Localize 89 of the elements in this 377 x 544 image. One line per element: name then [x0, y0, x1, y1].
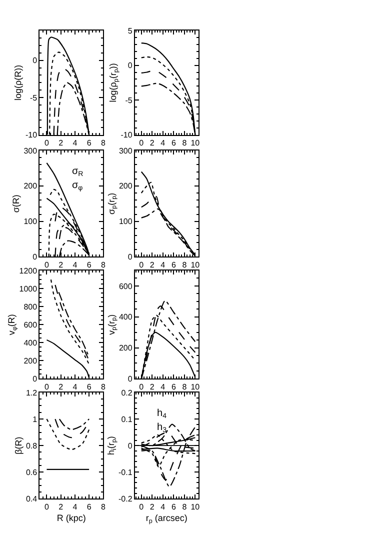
x-tick-label: 4: [160, 138, 166, 148]
x-tick-label: 6: [86, 138, 92, 148]
x-tick-label: 0: [139, 138, 144, 148]
y-tick-label: -0.2: [118, 494, 133, 504]
y-tick-label: 1200: [19, 266, 38, 276]
y-tick-label: -10: [26, 130, 38, 140]
x-tick-label: 6: [171, 260, 176, 270]
x-tick-label: 0: [44, 502, 50, 512]
x-tick-label: 4: [72, 502, 78, 512]
x-tick-label: 10: [190, 260, 200, 270]
y-tick-label: 0: [128, 441, 133, 450]
y-tick-label: 0.8: [26, 441, 38, 450]
x-tick-label: 4: [72, 260, 78, 270]
y-tick-label: 0.2: [121, 388, 133, 398]
x-tick-label: 8: [182, 260, 188, 270]
x-tick-label: 10: [190, 502, 200, 512]
y-tick-label: 100: [24, 217, 38, 226]
x-tick-label: 6: [171, 382, 176, 392]
annotation: σ$_{R}$: [72, 166, 84, 178]
y-tick-label: 1000: [19, 284, 38, 294]
y-tick-label: 300: [24, 146, 38, 156]
x-tick-label: 2: [58, 260, 64, 270]
x-tick-label: 8: [100, 260, 106, 270]
y-tick-label: 200: [118, 182, 133, 191]
x-tick-label: 8: [100, 138, 106, 148]
y-tick-label: 600: [118, 282, 133, 291]
x-tick-label: 8: [182, 382, 188, 392]
x-axis-title: r$_{p}$ (arcsec): [146, 513, 188, 525]
x-tick-label: 4: [160, 382, 166, 392]
x-axis-title: R (kpc): [56, 513, 86, 524]
x-tick-label: 2: [150, 138, 155, 148]
y-tick-label: -10: [120, 130, 133, 140]
x-tick-label: 2: [150, 502, 155, 512]
y-tick-label: 0: [32, 374, 38, 384]
x-tick-label: 8: [182, 502, 188, 512]
annotation: σ$_{φ}$: [72, 180, 84, 192]
y-tick-label: 1: [32, 414, 38, 424]
x-tick-label: 10: [190, 382, 200, 392]
y-tick-label: 0: [128, 252, 133, 262]
y-tick-label: 0.4: [26, 494, 38, 504]
y-axis-title: β(R): [13, 436, 24, 454]
x-tick-label: 6: [171, 502, 176, 512]
annotation: h$_{3}$: [157, 422, 167, 434]
x-tick-label: 0: [44, 138, 50, 148]
x-tick-label: 0: [139, 502, 144, 512]
y-tick-label: 200: [118, 344, 133, 353]
x-tick-label: 10: [190, 138, 200, 148]
y-tick-label: 600: [24, 320, 38, 330]
y-tick-label: 0: [32, 252, 38, 262]
y-tick-label: 5: [128, 26, 133, 36]
y-tick-label: 0: [32, 56, 38, 66]
y-tick-label: 300: [118, 146, 133, 156]
x-tick-label: 0: [44, 382, 50, 392]
x-tick-label: 0: [139, 260, 144, 270]
y-tick-label: 0: [128, 61, 133, 70]
y-axis-title: σ(R): [11, 194, 22, 213]
x-tick-label: 2: [58, 502, 64, 512]
y-tick-label: 100: [118, 217, 133, 226]
y-tick-label: 400: [24, 338, 38, 348]
x-tick-label: 4: [72, 382, 78, 392]
y-tick-label: 200: [24, 182, 38, 191]
y-tick-label: 200: [24, 356, 38, 366]
y-tick-label: 1.2: [26, 388, 38, 398]
x-tick-label: 4: [160, 260, 166, 270]
x-tick-label: 2: [58, 138, 64, 148]
annotation: h$_{4}$: [157, 408, 167, 420]
x-tick-label: 6: [86, 502, 92, 512]
x-tick-label: 8: [182, 138, 188, 148]
y-tick-label: 0: [128, 374, 133, 384]
x-tick-label: 4: [72, 138, 78, 148]
y-tick-label: 400: [118, 312, 133, 322]
x-tick-label: 4: [160, 502, 166, 512]
x-tick-label: 8: [100, 382, 106, 392]
x-tick-label: 0: [139, 382, 144, 392]
x-tick-label: 2: [58, 382, 64, 392]
y-tick-label: -5: [125, 96, 133, 105]
y-tick-label: 0.6: [26, 468, 38, 477]
x-tick-label: 0: [44, 260, 50, 270]
x-tick-label: 6: [86, 260, 92, 270]
x-tick-label: 2: [150, 260, 155, 270]
y-axis-title: log(ρ(R)): [12, 64, 23, 100]
x-tick-label: 8: [100, 502, 106, 512]
y-tick-label: -0.1: [118, 468, 133, 477]
x-tick-label: 6: [171, 138, 176, 148]
y-tick-label: 0.1: [121, 414, 133, 424]
y-tick-label: -5: [30, 93, 38, 102]
x-tick-label: 6: [86, 382, 92, 392]
y-tick-label: 800: [24, 302, 38, 312]
x-tick-label: 2: [150, 382, 155, 392]
